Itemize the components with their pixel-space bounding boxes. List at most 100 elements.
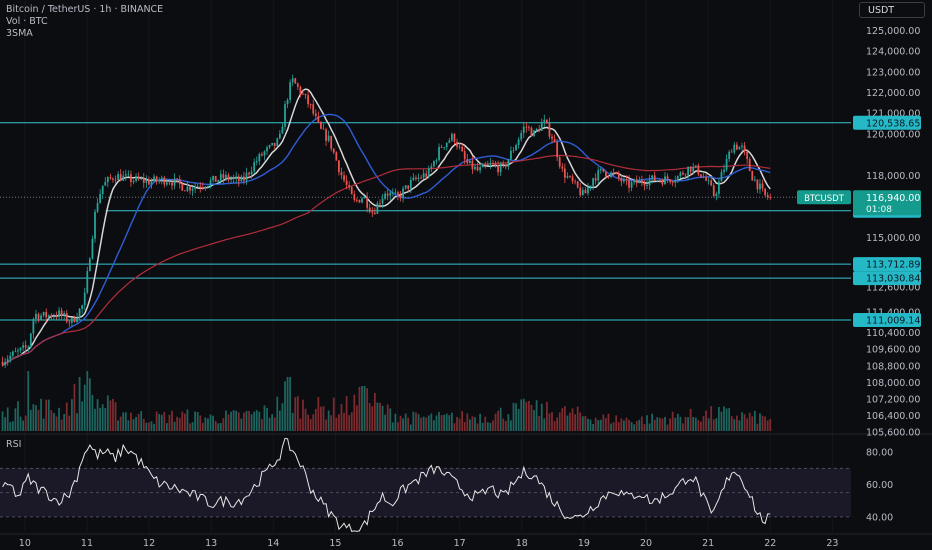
volume-bar bbox=[433, 420, 435, 431]
volume-bar bbox=[112, 398, 114, 431]
volume-bar bbox=[366, 388, 369, 431]
volume-bar bbox=[137, 414, 140, 431]
volume-bar bbox=[276, 396, 279, 431]
time-tick-label: 11 bbox=[81, 538, 93, 549]
candle-body bbox=[232, 177, 235, 180]
candle-body bbox=[96, 203, 99, 212]
volume-bar bbox=[746, 418, 749, 431]
volume-bar bbox=[353, 394, 356, 431]
volume-bar bbox=[640, 416, 643, 431]
volume-bar bbox=[705, 410, 707, 431]
currency-button[interactable]: USDT bbox=[859, 2, 925, 18]
candle-body bbox=[700, 174, 702, 177]
candle-body bbox=[669, 179, 671, 183]
candle-body bbox=[381, 198, 384, 204]
candle-body bbox=[607, 176, 610, 178]
candle-body bbox=[474, 166, 476, 170]
price-tick-label: 108,000.00 bbox=[866, 378, 920, 389]
volume-bar bbox=[204, 417, 207, 431]
volume-bar bbox=[65, 402, 68, 431]
level-price-badge-bg bbox=[853, 271, 921, 286]
candle-body bbox=[456, 141, 458, 147]
volume-bar bbox=[47, 399, 50, 431]
volume-bar bbox=[350, 412, 353, 431]
candle-body bbox=[684, 174, 687, 176]
volume-bar bbox=[728, 408, 731, 431]
volume-bar bbox=[81, 401, 84, 431]
candle-body bbox=[461, 146, 464, 152]
volume-bar bbox=[394, 413, 397, 431]
volume-bar bbox=[412, 411, 415, 431]
volume-bar bbox=[268, 417, 271, 431]
volume-bar bbox=[232, 410, 235, 431]
candle-body bbox=[366, 196, 369, 208]
candle-body bbox=[114, 179, 117, 181]
candle-body bbox=[623, 179, 625, 182]
volume-bar bbox=[335, 417, 338, 431]
candle-body bbox=[245, 172, 248, 181]
time-axis[interactable]: 10 11 12 13 14 15 16 17 18 19 20 21 22 23 bbox=[19, 538, 839, 549]
volume-bar bbox=[417, 414, 420, 431]
candle-body bbox=[433, 161, 435, 167]
volume-bar bbox=[307, 414, 309, 431]
volume-bar bbox=[697, 420, 700, 431]
volume-bar bbox=[148, 422, 150, 431]
candle-body bbox=[355, 199, 358, 201]
volume-bar bbox=[371, 406, 374, 431]
volume-bar bbox=[638, 419, 641, 431]
volume-bar bbox=[525, 401, 528, 431]
volume-bar bbox=[625, 417, 628, 431]
volume-bar bbox=[533, 410, 535, 431]
rsi-indicator-label[interactable]: RSI bbox=[6, 439, 22, 450]
time-tick-label: 22 bbox=[764, 538, 776, 549]
volume-bar bbox=[55, 416, 58, 431]
horizontal-levels[interactable] bbox=[0, 122, 851, 321]
candle-body bbox=[58, 310, 60, 317]
volume-bar bbox=[689, 408, 692, 431]
price-axis[interactable]: 125,000.00 124,000.00 123,000.00 122,000.00… bbox=[866, 26, 920, 439]
volume-bar bbox=[40, 398, 42, 431]
volume-bar bbox=[37, 409, 40, 431]
candle-body bbox=[674, 180, 677, 183]
volume-bar bbox=[132, 419, 135, 431]
volume-bar bbox=[599, 419, 602, 431]
symbol-title[interactable]: Bitcoin / TetherUS · 1h · BINANCE bbox=[6, 4, 164, 15]
sma-indicator-label[interactable]: 3SMA bbox=[6, 28, 33, 39]
candle-body bbox=[373, 212, 376, 214]
candle-body bbox=[679, 172, 682, 177]
candle-body bbox=[486, 164, 489, 166]
candle-body bbox=[296, 83, 299, 87]
volume-bar bbox=[235, 410, 238, 431]
candle-body bbox=[261, 154, 263, 156]
volume-bar bbox=[11, 421, 14, 431]
volume-indicator-label[interactable]: Vol · BTC bbox=[6, 16, 48, 27]
candle-body bbox=[769, 197, 772, 198]
candle-body bbox=[307, 95, 309, 105]
candle-body bbox=[415, 177, 417, 180]
candle-body bbox=[181, 183, 184, 191]
candle-body bbox=[399, 195, 402, 198]
volume-bar bbox=[576, 406, 579, 431]
volume-bar bbox=[194, 411, 197, 431]
volume-bar bbox=[196, 412, 199, 431]
candle-body bbox=[189, 186, 191, 191]
candle-body bbox=[37, 313, 40, 320]
volume-bar bbox=[602, 414, 605, 431]
current-price-badge-bg bbox=[853, 190, 921, 216]
price-tick-label: 106,400.00 bbox=[866, 411, 920, 422]
volume-bar bbox=[24, 415, 27, 431]
volume-bar bbox=[468, 419, 471, 431]
volume-bar bbox=[212, 415, 214, 431]
volume-bar bbox=[227, 414, 230, 431]
candle-body bbox=[430, 166, 433, 169]
volume-bar bbox=[284, 381, 286, 431]
candle-body bbox=[412, 177, 415, 180]
volume-bar bbox=[435, 415, 438, 431]
rsi-tick-label: 40.00 bbox=[866, 512, 893, 523]
volume-bar bbox=[438, 411, 440, 431]
volume-bar bbox=[741, 412, 743, 431]
volume-bar bbox=[361, 386, 363, 431]
volume-bar bbox=[628, 419, 630, 431]
volume-bar bbox=[199, 415, 202, 431]
